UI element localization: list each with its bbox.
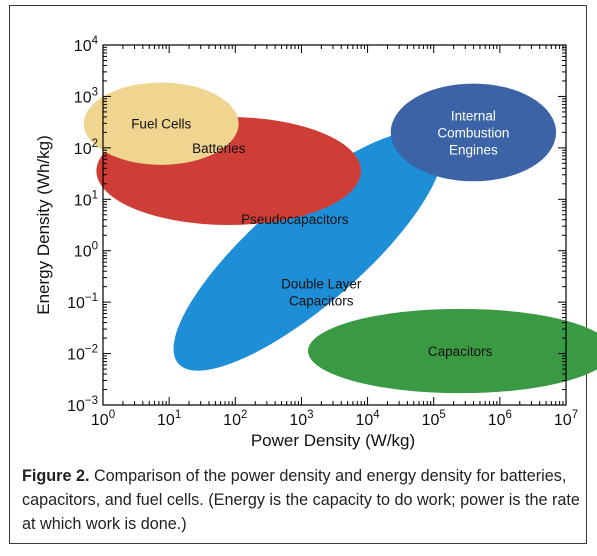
caption-label: Figure 2. <box>22 467 90 485</box>
x-axis-label: Power Density (W/kg) <box>251 431 415 450</box>
x-tick-label: 102 <box>223 409 247 429</box>
region-label-internal-combustion-engines: Combustion <box>437 125 509 140</box>
y-axis-label: Energy Density (Wh/kg) <box>34 135 53 315</box>
region-internal-combustion-engines <box>390 83 557 182</box>
tick-labels-layer: 100 101 102 103 104 105 106 107 10−3 10−2 10−1 100 1… <box>67 35 578 429</box>
regions-layer <box>83 82 597 394</box>
region-label-internal-combustion-engines: Internal <box>451 108 496 123</box>
energy-power-chart: 100 101 102 103 104 105 106 107 10−3 10−2 10−1 100 1… <box>34 35 597 450</box>
x-tick-label: 103 <box>289 409 313 429</box>
plot-area <box>102 44 567 406</box>
region-label-pseudocapacitors: Pseudocapacitors <box>241 212 349 227</box>
x-tick-label: 100 <box>91 409 115 429</box>
y-tick-label: 103 <box>74 86 98 106</box>
region-label-internal-combustion-engines: Engines <box>449 142 498 157</box>
region-double-layer-capacitors <box>173 130 443 371</box>
x-tick-label: 101 <box>157 409 181 429</box>
y-tick-label: 104 <box>74 35 99 55</box>
y-tick-label: 10−3 <box>67 395 98 415</box>
region-label-capacitors: Capacitors <box>428 344 493 359</box>
region-label-batteries: Batteries <box>192 141 246 156</box>
region-label-double-layer-capacitors: Capacitors <box>289 293 354 308</box>
region-label-fuel-cells: Fuel Cells <box>131 117 191 132</box>
x-tick-label: 107 <box>554 409 578 429</box>
y-tick-label: 102 <box>74 138 98 158</box>
region-labels-layer: Capacitors Double Layer Capacitors Pseudoca… <box>131 108 509 359</box>
figure-caption: Figure 2. Comparison of the power densit… <box>22 464 582 536</box>
x-tick-label: 105 <box>422 409 446 429</box>
y-tick-label: 10−2 <box>67 344 98 364</box>
ticks-layer <box>102 44 567 406</box>
region-fuel-cells <box>83 82 239 165</box>
region-label-double-layer-capacitors: Double Layer <box>281 276 362 291</box>
y-tick-label: 10−1 <box>67 292 98 312</box>
caption-text: Comparison of the power density and ener… <box>22 467 580 533</box>
x-tick-label: 104 <box>355 409 380 429</box>
y-tick-label: 101 <box>74 189 98 209</box>
y-tick-label: 100 <box>74 241 98 261</box>
x-tick-label: 106 <box>488 409 512 429</box>
region-capacitors <box>308 308 597 394</box>
